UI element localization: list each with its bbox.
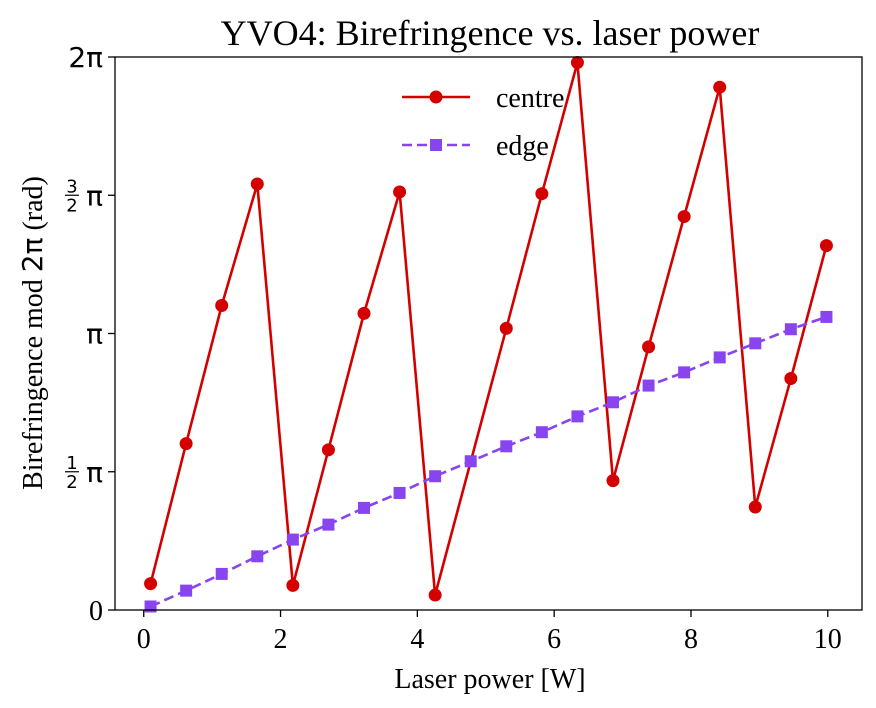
y-tick-label: 2π — [68, 41, 103, 74]
x-tick-label: 4 — [410, 624, 424, 655]
data-point-edge — [215, 567, 228, 580]
x-tick-label: 6 — [547, 624, 561, 655]
data-point-edge — [358, 501, 370, 514]
data-point-edge — [464, 455, 477, 468]
data-point-edge — [144, 600, 157, 613]
data-point-centre — [428, 588, 442, 602]
data-point-edge — [322, 518, 335, 531]
legend-label: edge — [496, 131, 549, 162]
y-tick-fraction-denominator: 2 — [66, 472, 77, 493]
data-point-edge — [500, 440, 513, 453]
data-point-centre — [215, 298, 229, 312]
y-tick-label: 0 — [89, 596, 103, 627]
series-centre — [144, 56, 833, 602]
data-point-edge — [820, 310, 833, 323]
data-point-centre — [713, 80, 727, 94]
data-point-edge — [784, 323, 797, 336]
y-axis-label-unit: (rad) — [18, 176, 49, 237]
data-point-edge — [535, 426, 548, 439]
y-axis-label-text: Birefringence mod — [18, 272, 49, 490]
y-axis-label-math: 2π — [16, 237, 49, 272]
data-point-centre — [393, 185, 407, 199]
data-point-centre — [499, 321, 513, 335]
data-point-centre — [570, 56, 584, 70]
x-tick-label: 10 — [814, 624, 842, 655]
data-point-centre — [535, 187, 549, 201]
legend-item-centre: centre — [402, 83, 564, 114]
y-tick-fraction-numerator: 1 — [66, 453, 77, 474]
data-point-centre — [357, 306, 371, 320]
data-point-edge — [180, 584, 193, 597]
data-point-centre — [606, 474, 620, 488]
y-axis-label: Birefringence mod 2π (rad) — [16, 176, 49, 490]
legend-label: centre — [496, 83, 564, 114]
data-point-edge — [251, 550, 264, 563]
data-point-centre — [179, 437, 193, 451]
legend-item-edge: edge — [402, 131, 549, 162]
legend: centre edge — [402, 83, 564, 162]
plot-area — [114, 56, 863, 613]
data-point-centre — [144, 577, 158, 591]
x-tick-label: 0 — [137, 624, 151, 655]
y-tick-label: π — [86, 179, 103, 212]
data-point-centre — [250, 177, 264, 191]
legend-marker — [430, 139, 442, 151]
y-tick-label: π — [86, 456, 103, 489]
data-point-centre — [784, 372, 798, 386]
x-axis: 0 2 4 6 8 10 — [137, 610, 842, 655]
data-point-edge — [713, 351, 726, 364]
data-point-edge — [749, 337, 762, 350]
x-tick-label: 2 — [274, 624, 288, 655]
data-point-centre — [819, 239, 833, 253]
legend-marker — [429, 90, 443, 104]
data-point-centre — [677, 210, 691, 224]
data-point-edge — [607, 396, 619, 409]
y-tick-fraction-numerator: 3 — [66, 176, 77, 197]
y-tick-fraction-denominator: 2 — [66, 195, 77, 216]
data-point-centre — [286, 578, 300, 592]
data-point-centre — [321, 443, 335, 457]
x-axis-label: Laser power [W] — [394, 664, 585, 695]
series-layer — [144, 56, 833, 613]
series-edge — [144, 310, 833, 613]
data-point-edge — [393, 486, 406, 499]
data-point-centre — [748, 500, 762, 514]
data-point-centre — [642, 340, 656, 354]
data-point-edge — [571, 410, 584, 423]
x-tick-label: 8 — [684, 624, 698, 655]
chart-title: YVO4: Birefringence vs. laser power — [221, 13, 760, 53]
data-point-edge — [678, 366, 691, 379]
data-point-edge — [642, 379, 655, 392]
y-tick-label: π — [86, 318, 103, 351]
data-point-edge — [429, 470, 442, 483]
data-point-edge — [286, 533, 299, 546]
